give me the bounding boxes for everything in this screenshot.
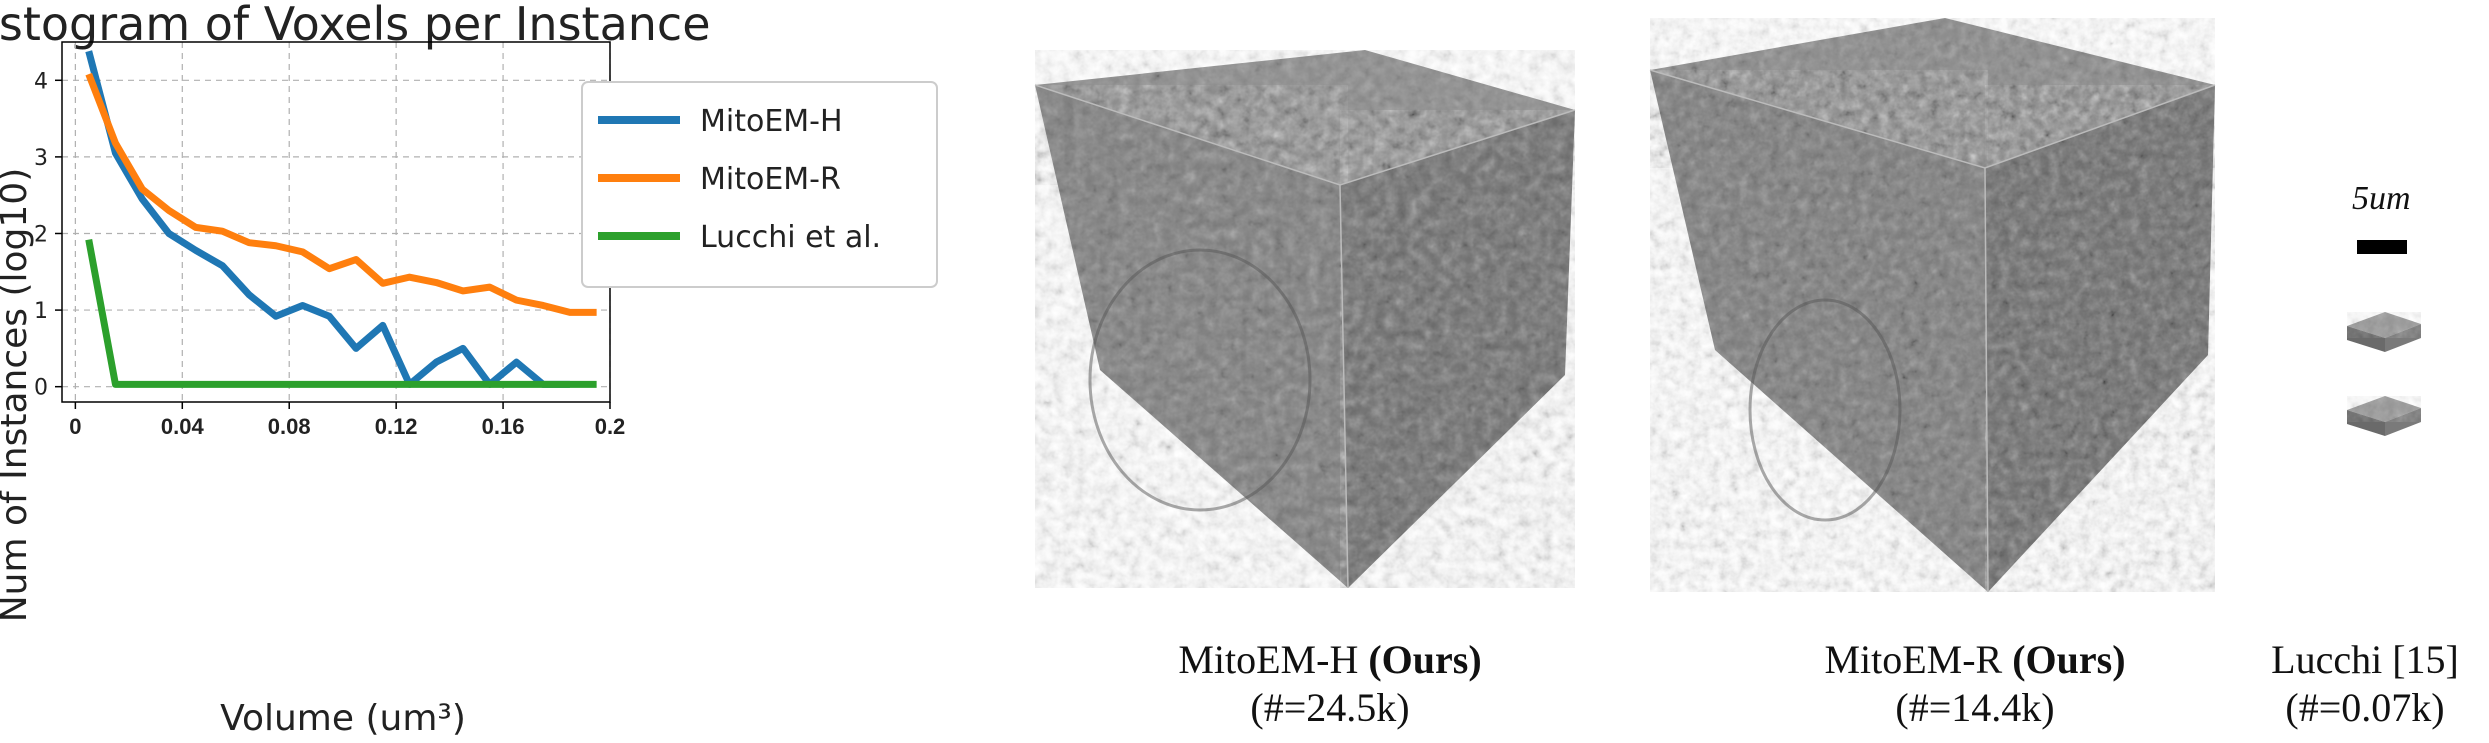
caption-mitoem-h-ours: (Ours) xyxy=(1368,637,1482,682)
legend-label: MitoEM-R xyxy=(700,162,841,197)
legend: MitoEM-H MitoEM-R Lucchi et al. xyxy=(581,81,938,288)
series-line-mitoem-h xyxy=(85,50,570,388)
plot-frame xyxy=(61,41,611,403)
axis-ticks: 0 0.04 0.08 0.12 0.16 0.2 0 1 2 3 4 xyxy=(34,69,625,439)
legend-label: MitoEM-H xyxy=(700,104,843,139)
y-tick-label: 0 xyxy=(34,376,48,401)
grid xyxy=(62,42,611,402)
caption-mitoem-h-count: (#=24.5k) xyxy=(1250,685,1410,730)
x-tick-label: 0.08 xyxy=(268,414,311,439)
scale-bar-label: 5um xyxy=(2352,180,2411,217)
caption-mitoem-r: MitoEM-R (Ours) (#=14.4k) xyxy=(1745,636,2205,732)
y-tick-label: 1 xyxy=(34,299,48,324)
series-lines xyxy=(85,50,597,388)
chart-title: Histogram of Voxels per Instance xyxy=(0,0,711,51)
lucchi-slab-top xyxy=(2347,312,2421,352)
lucchi-slab-bottom xyxy=(2347,396,2421,436)
mitoem-r-cube-image xyxy=(1649,18,2216,593)
series-line-mitoem-r xyxy=(85,72,597,316)
y-tick-label: 4 xyxy=(34,69,48,94)
legend-label: Lucchi et al. xyxy=(700,220,881,255)
scale-bar xyxy=(2357,240,2407,254)
mitoem-h-cube-image xyxy=(1034,50,1576,589)
series-line-lucchi-et-al- xyxy=(85,238,597,388)
y-tick-label: 3 xyxy=(34,146,48,171)
caption-mitoem-r-count: (#=14.4k) xyxy=(1895,685,2055,730)
x-tick-label: 0.16 xyxy=(482,414,525,439)
histogram-chart: Histogram of Voxels per Instance 0 0.04 0.… xyxy=(0,0,938,739)
x-tick-label: 0.12 xyxy=(375,414,418,439)
caption-lucchi-count: (#=0.07k) xyxy=(2285,685,2445,730)
x-axis-label: Volume (um³) xyxy=(220,698,466,739)
caption-lucchi: Lucchi [15] (#=0.07k) xyxy=(2250,636,2480,732)
caption-mitoem-h: MitoEM-H (Ours) (#=24.5k) xyxy=(1100,636,1560,732)
x-tick-label: 0.2 xyxy=(595,414,626,439)
y-tick-label: 2 xyxy=(34,222,48,247)
caption-mitoem-h-name: MitoEM-H xyxy=(1178,637,1359,682)
caption-mitoem-r-ours: (Ours) xyxy=(2012,637,2126,682)
y-axis-label: Num of Instances (log10) xyxy=(0,168,35,623)
caption-mitoem-r-name: MitoEM-R xyxy=(1824,637,2003,682)
caption-lucchi-name: Lucchi [15] xyxy=(2271,637,2459,682)
x-tick-label: 0.04 xyxy=(161,414,205,439)
x-tick-label: 0 xyxy=(69,414,81,439)
